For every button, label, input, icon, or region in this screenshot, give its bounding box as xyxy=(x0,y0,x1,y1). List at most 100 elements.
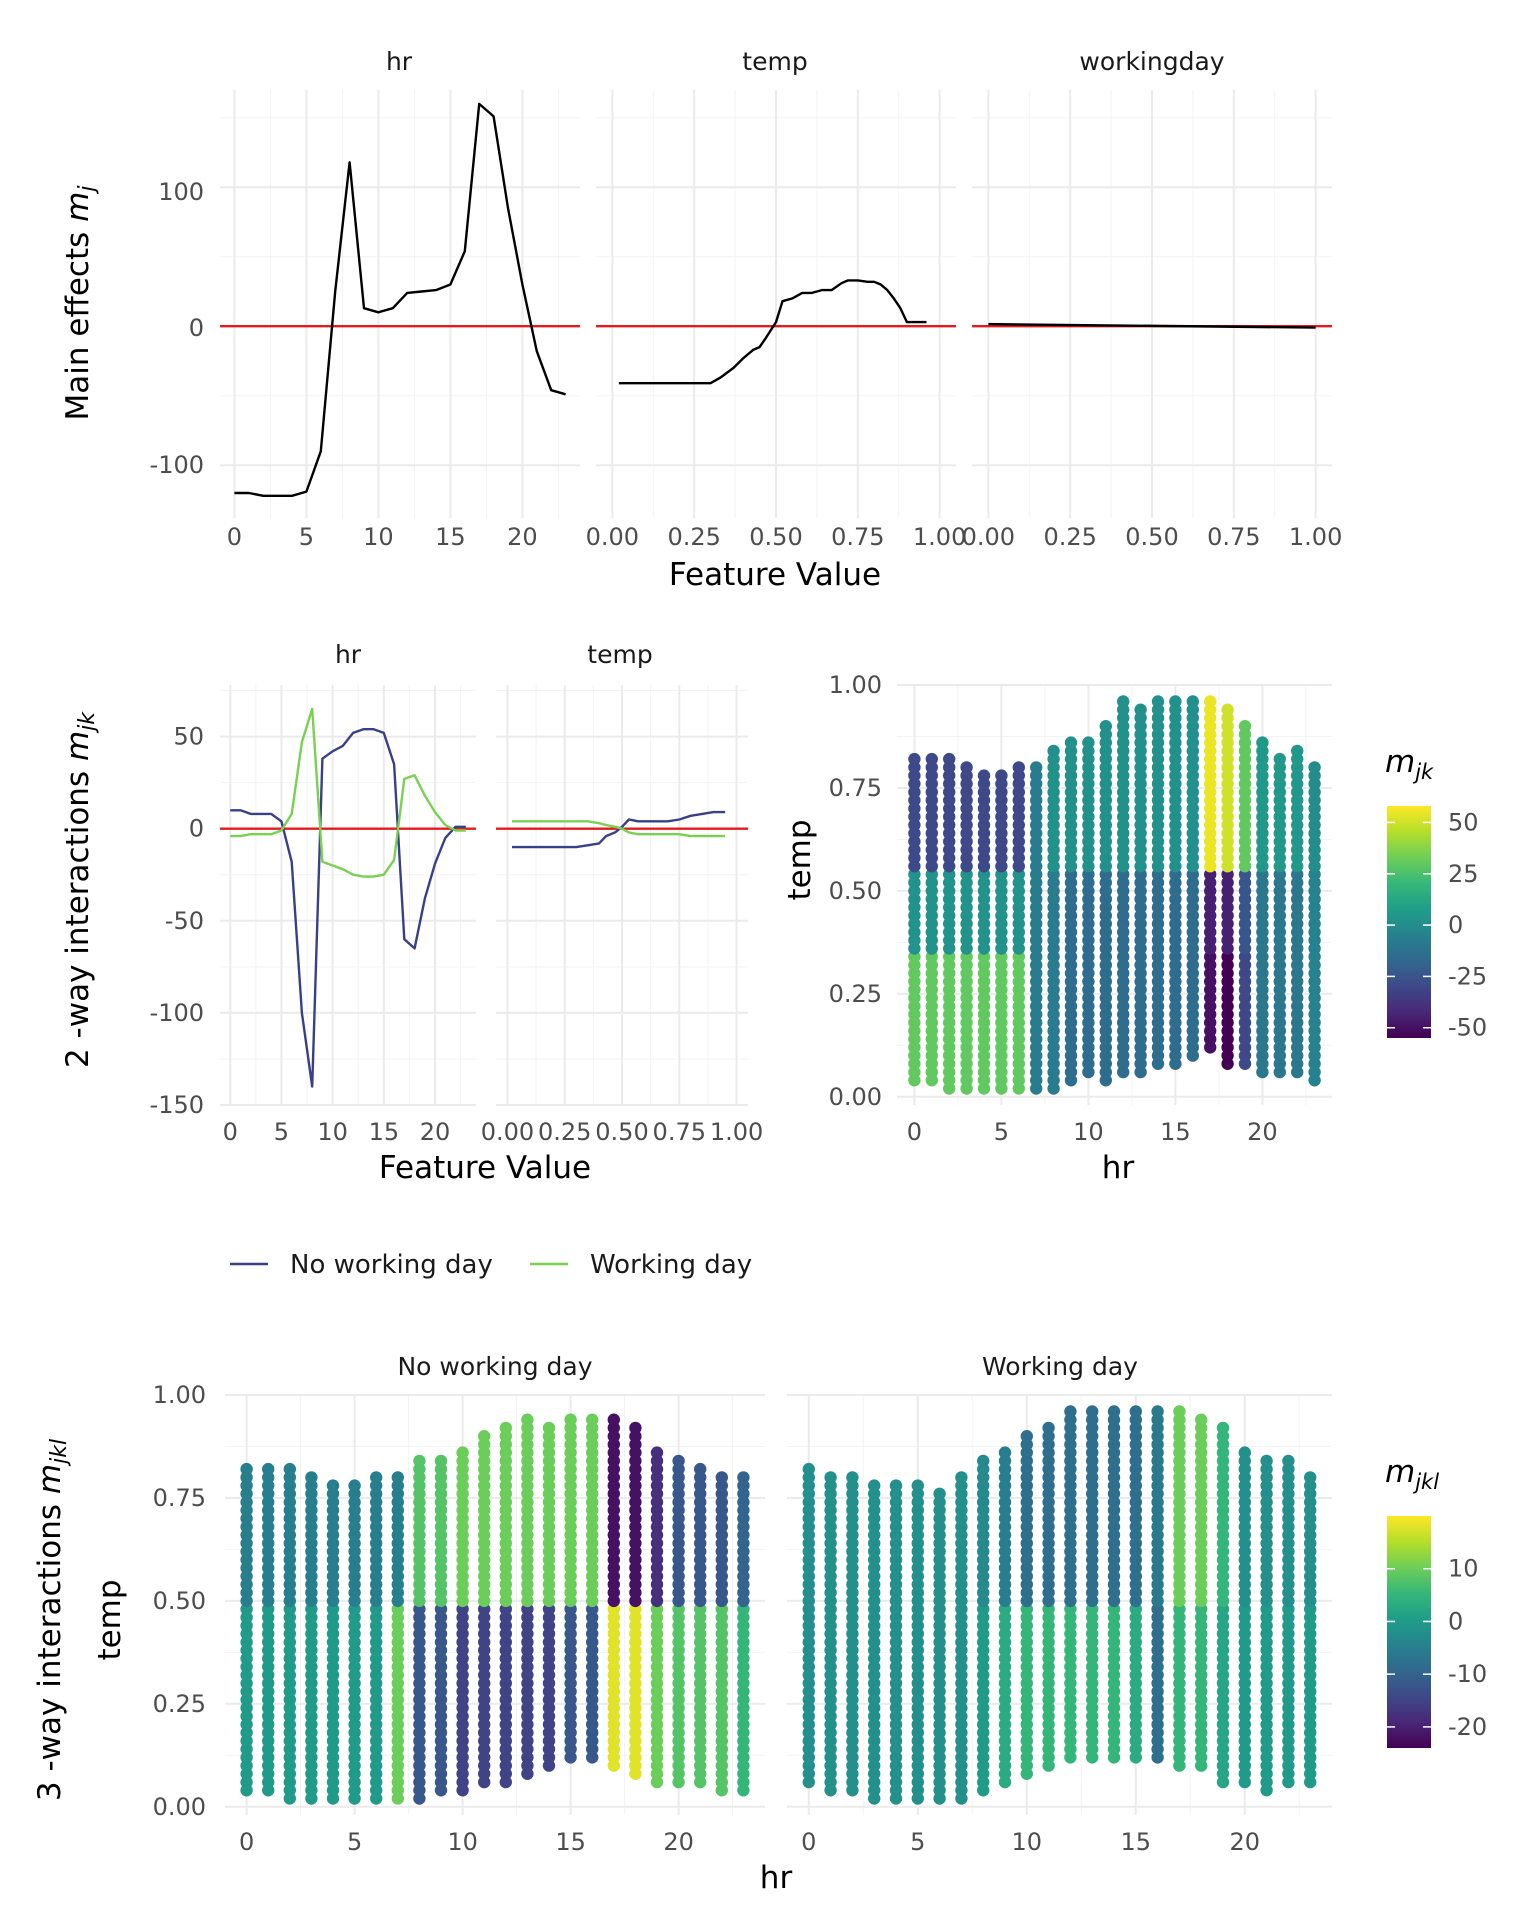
heatmap-jkl-point-no-working-day xyxy=(694,1462,707,1476)
heatmap-jkl-point-no-working-day xyxy=(521,1413,534,1426)
colorbar-jkl xyxy=(1387,1516,1431,1748)
colorbar-jkl-tick-label: 0 xyxy=(1448,1607,1463,1635)
strip-working-day: Working day xyxy=(982,1352,1138,1381)
colorbar-jkl-title: mjkl xyxy=(1385,1454,1439,1494)
xtick2-hr-10: 10 xyxy=(317,1118,348,1146)
xtick-hr-15: 15 xyxy=(435,523,466,551)
ytick3-1.00: 1.00 xyxy=(153,1381,206,1409)
heatmap-jkl-point-no-working-day xyxy=(715,1471,728,1484)
heatmap-jkl-point-no-working-day xyxy=(478,1430,491,1443)
row1-ylabel-sym: m xyxy=(60,192,96,222)
panel-main-temp xyxy=(596,90,956,518)
xtick-temp-0.25: 0.25 xyxy=(667,523,720,551)
legend-label-no-working-day: No working day xyxy=(290,1250,493,1280)
ytick2--50: -50 xyxy=(165,907,204,935)
row2-xlabel: Feature Value xyxy=(379,1150,591,1186)
xtick-hr-10: 10 xyxy=(363,523,394,551)
heatmap-jk-point xyxy=(1256,736,1269,749)
heatmap-jk-point xyxy=(1169,695,1182,708)
heatmap-jk-point xyxy=(1047,744,1060,758)
row1-ylabel-text: Main effects xyxy=(60,222,96,421)
heatmap-jkl-point-no-working-day xyxy=(326,1479,340,1492)
xtick2-temp-0.50: 0.50 xyxy=(595,1118,648,1146)
heatmap-jkl-point-no-working-day xyxy=(650,1446,664,1459)
heatmap-jkl-point-working-day xyxy=(1042,1421,1055,1435)
colorbar-jk-tick-label: -50 xyxy=(1448,1014,1487,1042)
hm-ytick-1.00: 1.00 xyxy=(829,671,882,699)
heatmap-jkl-point-working-day xyxy=(1086,1405,1099,1418)
row3-ylabel-sub: jkl xyxy=(47,1439,72,1467)
xtick2-temp-1.00: 1.00 xyxy=(710,1118,763,1146)
heatmap-jk-point xyxy=(1030,761,1043,774)
heatmap-jkl-point-no-working-day xyxy=(370,1471,383,1484)
xtick-workingday-1.00: 1.00 xyxy=(1289,523,1342,551)
colorbar-jk-ticks: 50 25 0 -25 -50 xyxy=(1387,808,1487,1042)
interaction-line-hr-working-day xyxy=(230,707,466,878)
heatmap-jk-point xyxy=(925,752,938,766)
colorbar-jk-title: mjk xyxy=(1385,744,1434,784)
heatmap-jkl-point-no-working-day xyxy=(737,1471,750,1484)
heatmap-jkl-point-no-working-day xyxy=(456,1446,469,1459)
heatmap-jkl-point-working-day xyxy=(1173,1405,1186,1418)
xtick-workingday-0.25: 0.25 xyxy=(1043,523,1096,551)
ytick2-0: 0 xyxy=(189,815,204,843)
row3-xlabel: hr xyxy=(760,1860,793,1896)
xtick3-1-10: 10 xyxy=(1012,1828,1043,1856)
heatmap-jk-point xyxy=(1082,736,1095,749)
row1-main-effects: hr temp workingday 100 0 -100 0 5 10 15 20 0.… xyxy=(60,47,1342,593)
heatmap-jkl-point-no-working-day xyxy=(434,1454,448,1468)
xtick-temp-0.50: 0.50 xyxy=(749,523,802,551)
panel-2way-hr xyxy=(220,685,476,1106)
hm-xtick-15: 15 xyxy=(1160,1118,1191,1146)
colorbar-jk-title-sym: m xyxy=(1385,744,1415,780)
xtick3-0-0: 0 xyxy=(239,1828,254,1856)
hm-ytick-0.00: 0.00 xyxy=(829,1083,882,1111)
hm-xtick-5: 5 xyxy=(994,1118,1009,1146)
strip-hr: hr xyxy=(386,47,413,76)
ytick-0: 0 xyxy=(189,314,204,342)
colorbar-jkl-ticks: 10 0 -10 -20 xyxy=(1387,1555,1487,1741)
heatmap-jkl-point-working-day xyxy=(889,1479,903,1492)
heatmap-jk-point xyxy=(1186,695,1200,708)
heatmap-jk-point xyxy=(1012,761,1025,774)
heatmap-jk-point xyxy=(1308,761,1321,774)
hm-ytick-0.25: 0.25 xyxy=(829,980,882,1008)
colorbar-jk-tick-label: 25 xyxy=(1448,860,1479,888)
xtick3-0-5: 5 xyxy=(347,1828,362,1856)
row1-xticks: 0 5 10 15 20 0.00 0.25 0.50 0.75 1.000.00 0.25 0.50… xyxy=(227,523,1343,551)
heatmap-jkl-point-working-day xyxy=(933,1487,946,1501)
xtick3-0-20: 20 xyxy=(663,1828,694,1856)
heatmap-jkl-point-working-day xyxy=(1260,1454,1273,1468)
heatmap-jkl-point-working-day xyxy=(846,1471,859,1484)
ytick-100: 100 xyxy=(158,178,204,206)
heatmap-jkl-point-working-day xyxy=(1195,1413,1208,1426)
strip-temp: temp xyxy=(742,47,807,76)
colorbar-jk xyxy=(1387,806,1431,1038)
heatmap-jk-point xyxy=(1117,695,1130,708)
heatmap-jkl-point-no-working-day xyxy=(348,1479,361,1492)
heatmap-jkl-point-no-working-day xyxy=(542,1421,556,1435)
heatmap-jkl-point-no-working-day xyxy=(586,1413,599,1426)
heatmap-jkl-point-working-day xyxy=(1238,1446,1252,1459)
heatmap-jkl-point-no-working-day xyxy=(564,1413,577,1426)
row3-xticks: 0 5 10 15 20 0 5 10 15 20 xyxy=(239,1828,1260,1856)
colorbar-jkl-title-sub: jkl xyxy=(1412,1470,1439,1494)
main-effect-line-workingday xyxy=(988,322,1316,329)
heatmap-jk-point xyxy=(1273,752,1287,766)
xtick2-hr-15: 15 xyxy=(369,1118,400,1146)
panel-3way-no-working-day xyxy=(225,1394,765,1815)
colorbar-jkl-tick-label: -10 xyxy=(1448,1660,1487,1688)
heatmap-jk-point xyxy=(1291,744,1304,758)
heatmap-jk-point xyxy=(1204,695,1217,708)
row3-yticks: 0.00 0.25 0.50 0.75 1.00 xyxy=(153,1381,206,1821)
row3-ylabel: 3 -way interactions mjkl xyxy=(32,1439,72,1801)
heatmap-jk-point xyxy=(1151,695,1165,708)
xtick2-temp-0.25: 0.25 xyxy=(538,1118,591,1146)
colorbar-jkl-title-sym: m xyxy=(1385,1454,1415,1490)
heatmap-jkl-point-no-working-day xyxy=(283,1462,296,1476)
heatmap-jk-xlabel: hr xyxy=(1102,1150,1135,1186)
hm-xtick-0: 0 xyxy=(907,1118,922,1146)
heatmap-jkl-point-working-day xyxy=(1216,1421,1230,1435)
hm-ytick-0.50: 0.50 xyxy=(829,877,882,905)
